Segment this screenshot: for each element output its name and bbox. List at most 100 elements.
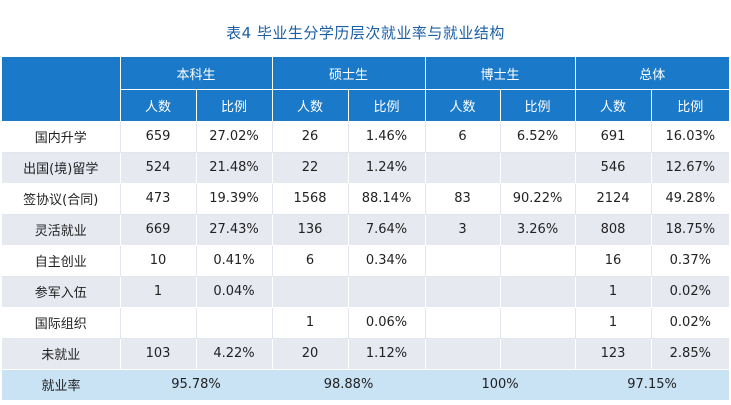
header-group-doctor: 博士生 xyxy=(424,57,576,90)
table-row: 自主创业 10 0.41% 6 0.34% 16 0.37% xyxy=(2,245,730,277)
cell-ratio: 16.03% xyxy=(650,121,730,153)
cell-count: 1568 xyxy=(271,183,349,215)
table-row: 出国(境)留学 524 21.48% 22 1.24% 546 12.67% xyxy=(2,152,730,184)
header-sub-count: 人数 xyxy=(574,89,652,121)
cell-count: 6 xyxy=(424,121,501,153)
cell-count xyxy=(424,152,501,184)
cell-ratio: 0.02% xyxy=(650,276,730,308)
cell-ratio: 1.46% xyxy=(347,121,426,153)
summary-value-doctor: 100% xyxy=(425,368,576,400)
cell-count xyxy=(424,307,501,339)
table-title: 表4 毕业生分学历层次就业率与就业结构 xyxy=(226,24,505,42)
cell-ratio: 27.43% xyxy=(195,214,273,246)
row-label: 签协议(合同) xyxy=(2,183,120,215)
header-corner xyxy=(2,57,120,122)
header-row-groups: 本科生 硕士生 博士生 总体 xyxy=(2,57,730,122)
cell-count: 10 xyxy=(119,245,196,277)
cell-count: 136 xyxy=(271,214,349,246)
table-row: 未就业 103 4.22% 20 1.12% 123 2.85% xyxy=(2,338,730,370)
cell-ratio xyxy=(499,276,576,308)
cell-ratio: 90.22% xyxy=(499,183,576,215)
row-label: 自主创业 xyxy=(2,245,120,277)
cell-count: 103 xyxy=(119,338,196,370)
header-sub-count: 人数 xyxy=(271,89,349,121)
cell-count xyxy=(424,245,501,277)
cell-ratio xyxy=(195,307,273,339)
table-row: 灵活就业 669 27.43% 136 7.64% 3 3.26% 808 18.75% xyxy=(2,214,730,246)
header-sub-ratio: 比例 xyxy=(499,89,576,121)
cell-count: 669 xyxy=(119,214,196,246)
employment-table: 本科生 硕士生 博士生 总体 人数 比例 人数 比例 人数 比例 人数 比例 国… xyxy=(2,57,730,400)
cell-ratio xyxy=(499,245,576,277)
cell-ratio xyxy=(499,338,576,370)
cell-count: 691 xyxy=(574,121,652,153)
table-row: 签协议(合同) 473 19.39% 1568 88.14% 83 90.22% 2124 49… xyxy=(2,183,730,215)
cell-ratio: 1.12% xyxy=(347,338,426,370)
cell-count: 659 xyxy=(119,121,196,153)
cell-ratio: 0.02% xyxy=(650,307,730,339)
cell-ratio: 0.04% xyxy=(195,276,273,308)
cell-count: 473 xyxy=(119,183,196,215)
header-sub-ratio: 比例 xyxy=(347,89,426,121)
cell-ratio: 18.75% xyxy=(650,214,730,246)
row-label: 灵活就业 xyxy=(2,214,120,246)
table-body: 国内升学 659 27.02% 26 1.46% 6 6.52% 691 16.03% 出国(境)… xyxy=(2,121,730,370)
header-sub-count: 人数 xyxy=(424,89,501,121)
header-group-master: 硕士生 xyxy=(271,57,426,90)
cell-ratio: 49.28% xyxy=(650,183,730,215)
header-sub-ratio: 比例 xyxy=(650,89,730,121)
cell-count: 524 xyxy=(119,152,196,184)
cell-count: 26 xyxy=(271,121,349,153)
cell-count xyxy=(424,338,501,370)
cell-count: 1 xyxy=(271,307,349,339)
header-sub-count: 人数 xyxy=(119,89,196,121)
summary-value-total: 97.15% xyxy=(575,368,730,400)
row-label: 出国(境)留学 xyxy=(2,152,120,184)
cell-count xyxy=(424,276,501,308)
cell-count: 1 xyxy=(574,276,652,308)
cell-count: 6 xyxy=(271,245,349,277)
cell-ratio: 0.06% xyxy=(347,307,426,339)
cell-count: 1 xyxy=(119,276,196,308)
cell-count xyxy=(271,276,349,308)
cell-ratio: 0.37% xyxy=(650,245,730,277)
cell-ratio xyxy=(499,307,576,339)
table-row: 国内升学 659 27.02% 26 1.46% 6 6.52% 691 16.03% xyxy=(2,121,730,153)
table-row: 参军入伍 1 0.04% 1 0.02% xyxy=(2,276,730,308)
cell-ratio: 12.67% xyxy=(650,152,730,184)
cell-count: 808 xyxy=(574,214,652,246)
cell-ratio: 0.41% xyxy=(195,245,273,277)
cell-ratio: 1.24% xyxy=(347,152,426,184)
cell-count: 16 xyxy=(574,245,652,277)
cell-count: 123 xyxy=(574,338,652,370)
cell-count: 3 xyxy=(424,214,501,246)
header-group-total: 总体 xyxy=(574,57,730,90)
summary-row: 就业率 95.78% 98.88% 100% 97.15% xyxy=(2,368,730,400)
cell-ratio: 4.22% xyxy=(195,338,273,370)
summary-value-master: 98.88% xyxy=(272,368,426,400)
cell-ratio: 27.02% xyxy=(195,121,273,153)
cell-ratio: 0.34% xyxy=(347,245,426,277)
cell-count: 2124 xyxy=(574,183,652,215)
cell-ratio xyxy=(499,152,576,184)
cell-count: 546 xyxy=(574,152,652,184)
cell-count: 20 xyxy=(271,338,349,370)
cell-ratio: 2.85% xyxy=(650,338,730,370)
summary-value-undergrad: 95.78% xyxy=(120,368,273,400)
header-sub-ratio: 比例 xyxy=(195,89,273,121)
row-label: 未就业 xyxy=(2,338,120,370)
cell-count xyxy=(119,307,196,339)
row-label: 参军入伍 xyxy=(2,276,120,308)
header-row-sub: 人数 比例 人数 比例 人数 比例 人数 比例 xyxy=(2,89,730,121)
summary-label: 就业率 xyxy=(2,368,120,400)
cell-count: 83 xyxy=(424,183,501,215)
cell-count: 1 xyxy=(574,307,652,339)
row-label: 国内升学 xyxy=(2,121,120,153)
cell-ratio: 19.39% xyxy=(195,183,273,215)
header-group-undergrad: 本科生 xyxy=(119,57,273,90)
cell-ratio: 3.26% xyxy=(499,214,576,246)
cell-ratio: 6.52% xyxy=(499,121,576,153)
row-label: 国际组织 xyxy=(2,307,120,339)
cell-count: 22 xyxy=(271,152,349,184)
cell-ratio xyxy=(347,276,426,308)
